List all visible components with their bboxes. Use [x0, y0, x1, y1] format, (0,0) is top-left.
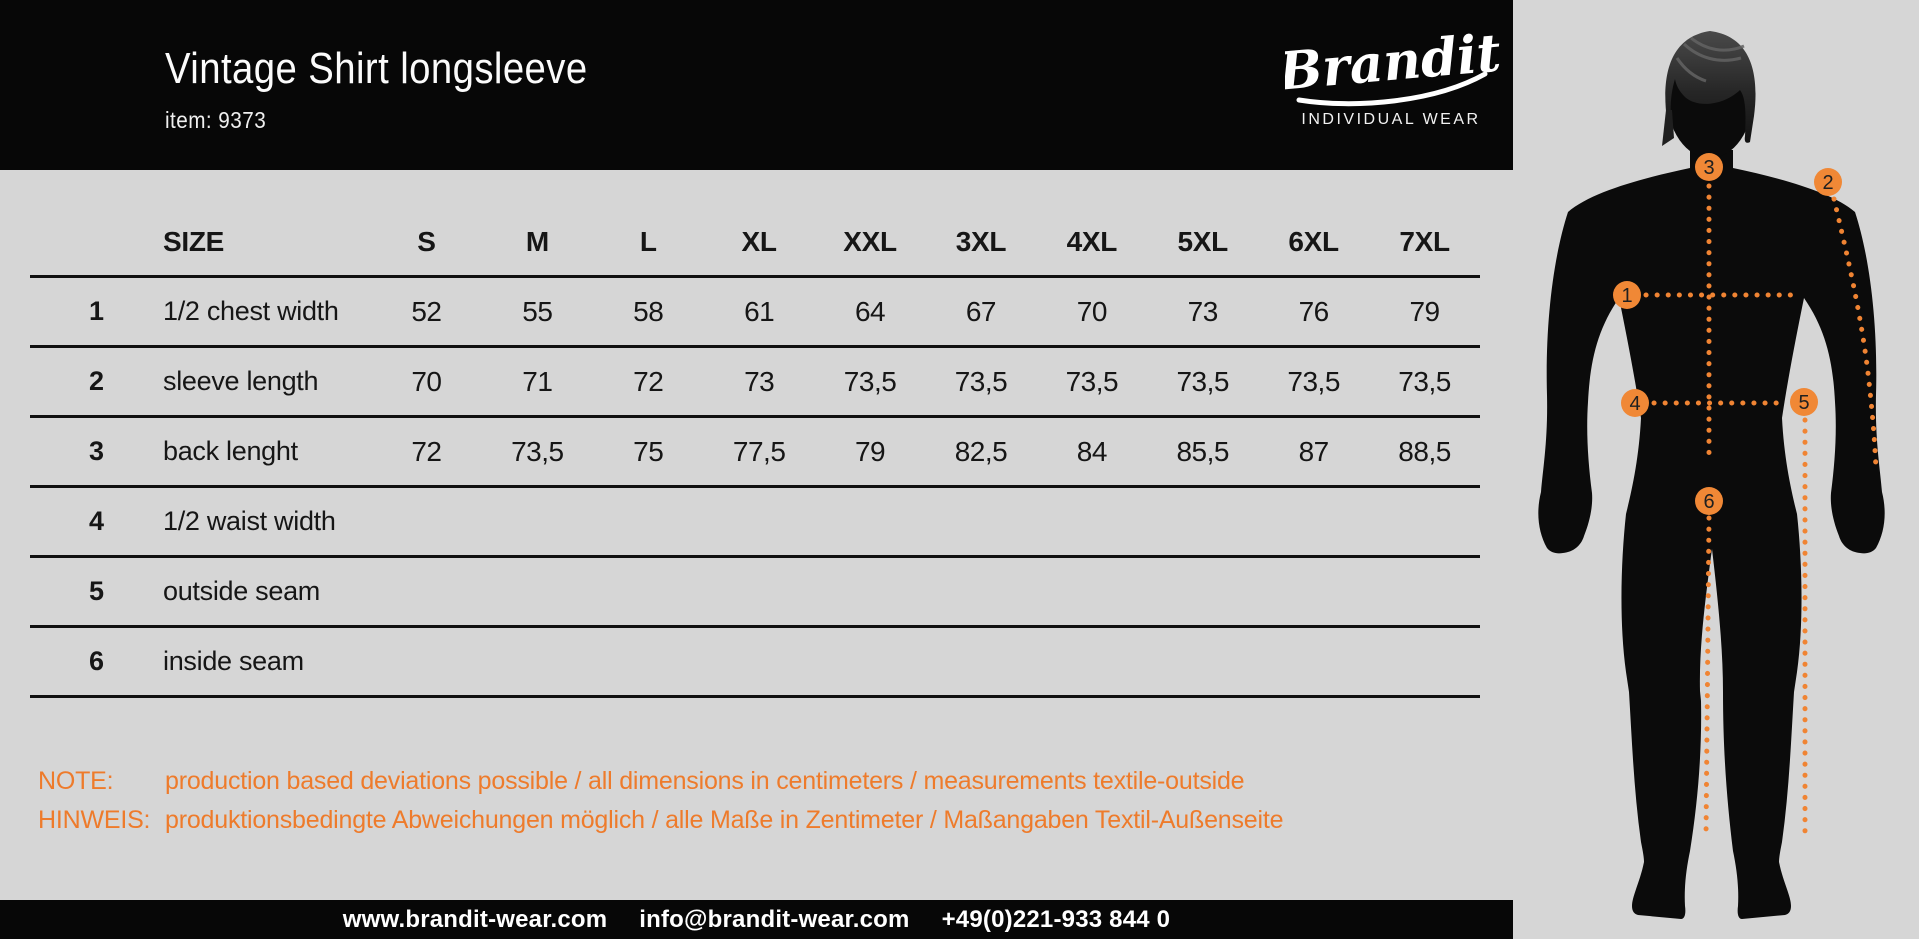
size-value: 67 [965, 295, 997, 327]
size-value: 58 [633, 295, 664, 327]
footer-phone: +49(0)221-933 844 0 [941, 905, 1171, 933]
row-label: 1/2 waist width [163, 506, 336, 536]
footer-email: info@brandit-wear.com [639, 905, 910, 933]
brand-name: Brandit [1285, 22, 1500, 102]
logo-underline-swoosh [1296, 71, 1488, 107]
notes-block: NOTE: production based deviations possib… [38, 762, 1283, 840]
row-number: 1 [88, 296, 105, 326]
size-value: 73,5 [954, 365, 1008, 397]
size-table-row-2: 2 sleeve length 70 71 72 73 73,5 73,5 73,5 73,5 73… [30, 348, 1480, 418]
size-value: 84 [1076, 435, 1108, 467]
note-label-en: NOTE: [38, 767, 114, 795]
hair-sideburn-left [1662, 110, 1674, 146]
sleeve-measure-line [1831, 196, 1879, 473]
title-block: Vintage Shirt longsleeve item: 9373 [165, 44, 651, 134]
brand-tagline: INDIVIDUAL WEAR [1301, 111, 1480, 128]
measure-marker-number: 2 [1822, 172, 1833, 194]
size-value: 70 [411, 365, 442, 397]
size-column-header-XXL: XXL [843, 225, 897, 257]
size-value: 72 [411, 435, 442, 467]
row-label: back lenght [163, 436, 298, 466]
size-table-row-3: 3 back lenght 72 73,5 75 77,5 79 82,5 84 85,5 87 88… [30, 418, 1480, 488]
size-value: 73,5 [1398, 365, 1451, 397]
size-table-row-5: 5 outside seam [30, 558, 1480, 628]
size-value: 73,5 [1176, 365, 1229, 397]
size-value: 87 [1298, 435, 1330, 467]
size-value: 73,5 [843, 365, 897, 397]
size-value: 77,5 [732, 435, 786, 467]
measure-marker-5 [1790, 388, 1818, 416]
size-value: 79 [854, 435, 886, 467]
measure-marker-number: 6 [1703, 491, 1714, 513]
size-column-header-L: L [639, 225, 657, 257]
size-column-header-4XL: 4XL [1066, 225, 1118, 257]
size-column-header-3XL: 3XL [955, 225, 1007, 257]
size-value: 88,5 [1398, 435, 1451, 467]
size-table-header-row: SIZE S M L XL XXL 3XL 4XL 5XL 6XL 7XL [30, 208, 1480, 278]
inside-seam-measure-line [1703, 515, 1712, 839]
size-value: 73,5 [1287, 365, 1340, 397]
page-title: Vintage Shirt longsleeve [165, 44, 588, 93]
item-number: item: 9373 [165, 107, 267, 133]
size-value: 73,5 [1065, 365, 1119, 397]
size-value: 73 [744, 365, 775, 397]
measure-marker-2 [1814, 168, 1842, 196]
size-value: 75 [633, 435, 664, 467]
measure-marker-number: 5 [1798, 392, 1809, 414]
size-value: 73 [1187, 295, 1219, 327]
size-value: 70 [1076, 295, 1108, 327]
size-table-row-4: 4 1/2 waist width [30, 488, 1480, 558]
row-number: 3 [88, 436, 105, 466]
measure-marker-1 [1613, 281, 1641, 309]
size-column-header-5XL: 5XL [1177, 225, 1229, 257]
size-table-row-6: 6 inside seam [30, 628, 1480, 698]
size-table-body: 1 1/2 chest width 52 55 58 61 64 67 70 73 76 79 2 sle… [30, 278, 1480, 698]
row-label: outside seam [163, 576, 320, 606]
size-value: 52 [411, 295, 442, 327]
brand-logo: Brandit INDIVIDUAL WEAR [1285, 22, 1500, 128]
hair-highlights [1675, 36, 1745, 83]
size-value: 76 [1298, 295, 1330, 327]
measure-marker-number: 3 [1703, 157, 1714, 179]
body-silhouette [1538, 150, 1885, 919]
size-column-header-6XL: 6XL [1288, 225, 1339, 257]
measure-marker-number: 4 [1629, 393, 1640, 415]
size-value: 72 [633, 365, 664, 397]
footer-website: www.brandit-wear.com [342, 905, 608, 933]
row-label: sleeve length [163, 366, 319, 396]
row-label: 1/2 chest width [163, 296, 339, 326]
size-value: 73,5 [511, 435, 564, 467]
size-value: 71 [522, 365, 553, 397]
size-column-header-S: S [417, 225, 436, 257]
measure-marker-3 [1695, 153, 1723, 181]
note-label-de: HINWEIS: [38, 806, 151, 834]
size-column-header-7XL: 7XL [1399, 225, 1450, 257]
size-column-header-M: M [525, 225, 549, 257]
row-number: 6 [88, 646, 105, 676]
row-number: 4 [88, 506, 105, 536]
note-text-en: production based deviations possible / a… [165, 767, 1245, 795]
size-column-header-XL: XL [741, 225, 777, 257]
measure-marker-number: 1 [1621, 285, 1632, 307]
size-value: 64 [854, 295, 886, 327]
figure-illustration: 1 2 3 4 5 6 [1538, 31, 1885, 919]
size-table-row-1: 1 1/2 chest width 52 55 58 61 64 67 70 73 76 79 [30, 278, 1480, 348]
size-value: 55 [522, 295, 553, 327]
size-table: SIZE S M L XL XXL 3XL 4XL 5XL 6XL 7XL 1 1/2 chest … [30, 208, 1480, 698]
size-value: 85,5 [1176, 435, 1229, 467]
measure-markers: 1 2 3 4 5 6 [1613, 153, 1842, 515]
footer-bar: www.brandit-wear.com info@brandit-wear.c… [0, 900, 1513, 939]
measure-marker-4 [1621, 389, 1649, 417]
header-bar: Vintage Shirt longsleeve item: 9373 Bran… [0, 0, 1513, 170]
size-value: 82,5 [954, 435, 1008, 467]
measure-marker-6 [1695, 487, 1723, 515]
size-value: 79 [1409, 295, 1440, 327]
note-text-de: produktionsbedingte Abweichungen möglich… [165, 806, 1284, 834]
row-number: 5 [88, 576, 105, 606]
size-header-label: SIZE [163, 225, 225, 257]
row-label: inside seam [163, 646, 304, 676]
size-value: 61 [744, 295, 775, 327]
row-number: 2 [88, 366, 105, 396]
